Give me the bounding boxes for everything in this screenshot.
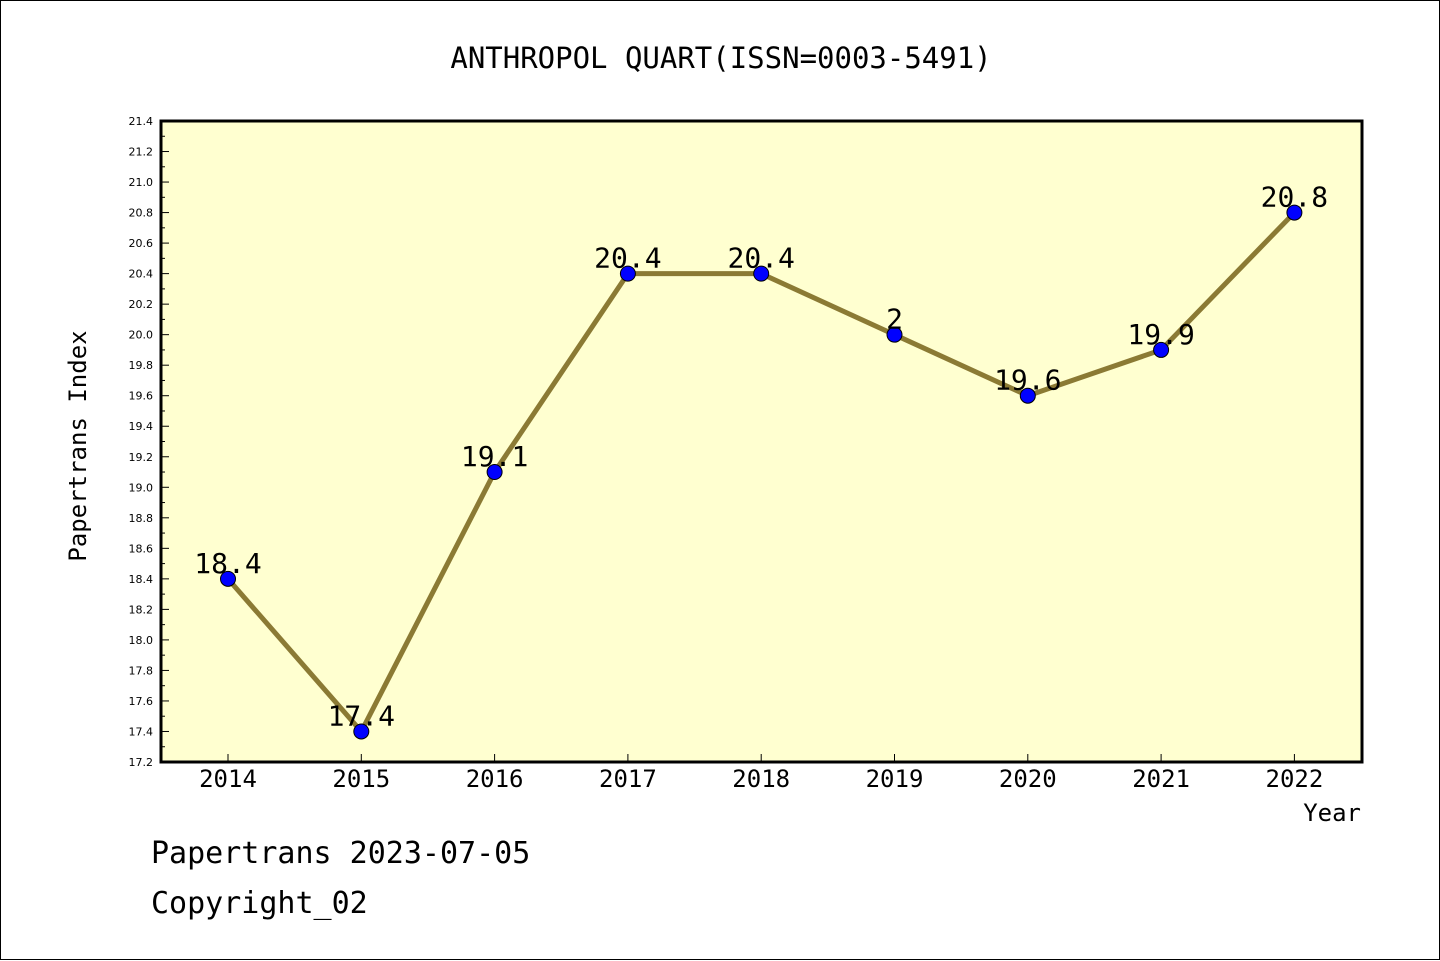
y-tick-label: 21.0 [129,176,154,189]
x-tick-label: 2014 [199,765,257,793]
data-label: 19.1 [461,440,528,473]
data-point [619,265,636,282]
y-tick-label: 17.2 [129,756,154,769]
data-point [486,464,503,481]
y-tick-label: 20.8 [129,207,154,220]
x-tick-label: 2019 [866,765,924,793]
y-tick-label: 19.4 [129,420,154,433]
y-tick-label: 18.6 [129,542,154,555]
data-label: 20.4 [594,242,661,275]
plot-border [159,119,1364,764]
x-tick-label: 2021 [1132,765,1190,793]
y-tick-label: 19.6 [129,390,154,403]
data-label: 2 [886,303,903,336]
y-tick-label: 20.4 [129,268,154,281]
footer-copyright: Copyright_02 [151,886,368,921]
data-point [220,570,236,587]
y-tick-label: 19.8 [129,359,154,372]
x-tick-label: 2018 [732,765,790,793]
x-axis-label: Year [1303,799,1361,827]
y-tick-label: 17.4 [129,725,154,738]
x-tick-label: 2016 [466,765,524,793]
chart-title: ANTHROPOL QUART(ISSN=0003-5491) [450,41,991,75]
data-label: 20.8 [1261,181,1328,214]
y-tick-label: 18.8 [129,512,154,525]
data-point [1019,387,1036,404]
x-tick-label: 2015 [332,765,390,793]
series-layer: 18.4 17.4 19.1 20.4 20.4 2 19.6 19.9 20.8 [194,181,1328,740]
data-point [353,723,370,740]
y-tick-label: 20.2 [129,298,154,311]
data-label: 18.4 [194,547,261,580]
footer-date: Papertrans 2023-07-05 [151,836,531,871]
y-tick-label: 19.0 [129,481,154,494]
y-tick-label: 17.8 [129,664,154,677]
y-tick-label: 19.2 [129,451,154,464]
data-label: 19.9 [1127,318,1194,351]
data-point [753,265,770,282]
y-tick-label: 20.0 [129,329,154,342]
y-tick-label: 18.2 [129,603,154,616]
plot-area [161,121,1362,762]
data-label: 19.6 [994,364,1061,397]
y-tick-label: 21.2 [129,146,154,159]
x-tick-label: 2022 [1266,765,1324,793]
x-tick-label: 2017 [599,765,657,793]
axis-ticks: 17.2 17.4 17.6 17.8 18.0 18.2 18.4 18.6 18.8 19.0… [129,115,1324,793]
data-label: 17.4 [328,699,395,732]
y-tick-label: 20.6 [129,237,154,250]
data-label: 20.4 [727,242,794,275]
y-tick-label: 18.0 [129,634,154,647]
data-point [886,326,903,343]
data-point [1286,204,1303,221]
y-tick-label: 17.6 [129,695,154,708]
y-axis-label: Papertrans Index [64,330,92,561]
y-tick-label: 18.4 [129,573,154,586]
x-tick-label: 2020 [999,765,1057,793]
data-point [1153,341,1170,358]
y-tick-label: 21.4 [129,115,154,128]
